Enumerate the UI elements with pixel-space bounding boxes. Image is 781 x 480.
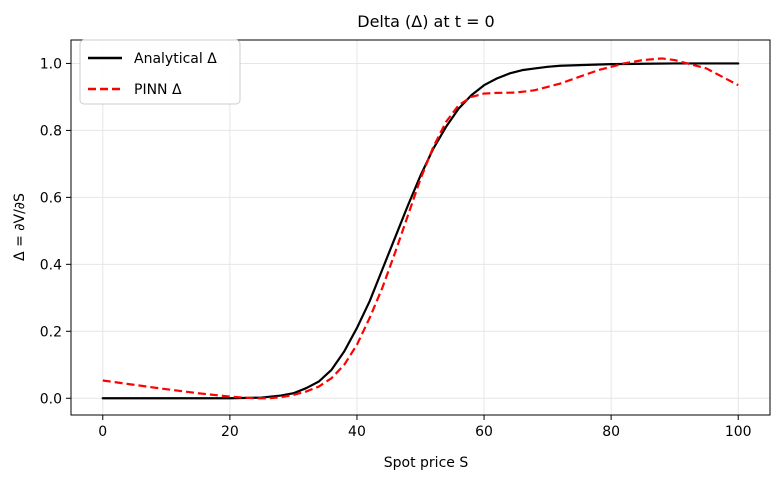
legend-label-pinn: PINN Δ — [134, 82, 182, 98]
y-tick-label: 1.0 — [40, 56, 62, 72]
y-tick-label: 0.0 — [40, 391, 62, 407]
y-tick-label: 0.4 — [40, 257, 62, 273]
legend-label-analytical: Analytical Δ — [134, 51, 217, 67]
ticks: 0 20 40 60 80 100 0.0 0.2 0.4 0.6 0.8 1.0 — [40, 56, 752, 440]
legend: Analytical Δ PINN Δ — [79, 39, 241, 105]
y-axis-label: Δ = ∂V/∂S — [12, 193, 28, 261]
series-layer — [101, 57, 740, 400]
x-tick-label: 0 — [98, 424, 107, 440]
x-axis-label: Spot price S — [384, 455, 469, 471]
y-tick-label: 0.8 — [40, 123, 62, 139]
plot-frame — [70, 39, 771, 416]
chart-title: Delta (Δ) at t = 0 — [357, 12, 494, 31]
series-line-pinn — [102, 57, 739, 400]
x-tick-label: 40 — [348, 424, 366, 440]
y-tick-label: 0.6 — [40, 190, 62, 206]
grid — [71, 40, 770, 415]
x-tick-label: 20 — [221, 424, 239, 440]
x-tick-label: 100 — [725, 424, 752, 440]
x-tick-label: 80 — [602, 424, 620, 440]
x-tick-label: 60 — [475, 424, 493, 440]
y-tick-label: 0.2 — [40, 324, 62, 340]
